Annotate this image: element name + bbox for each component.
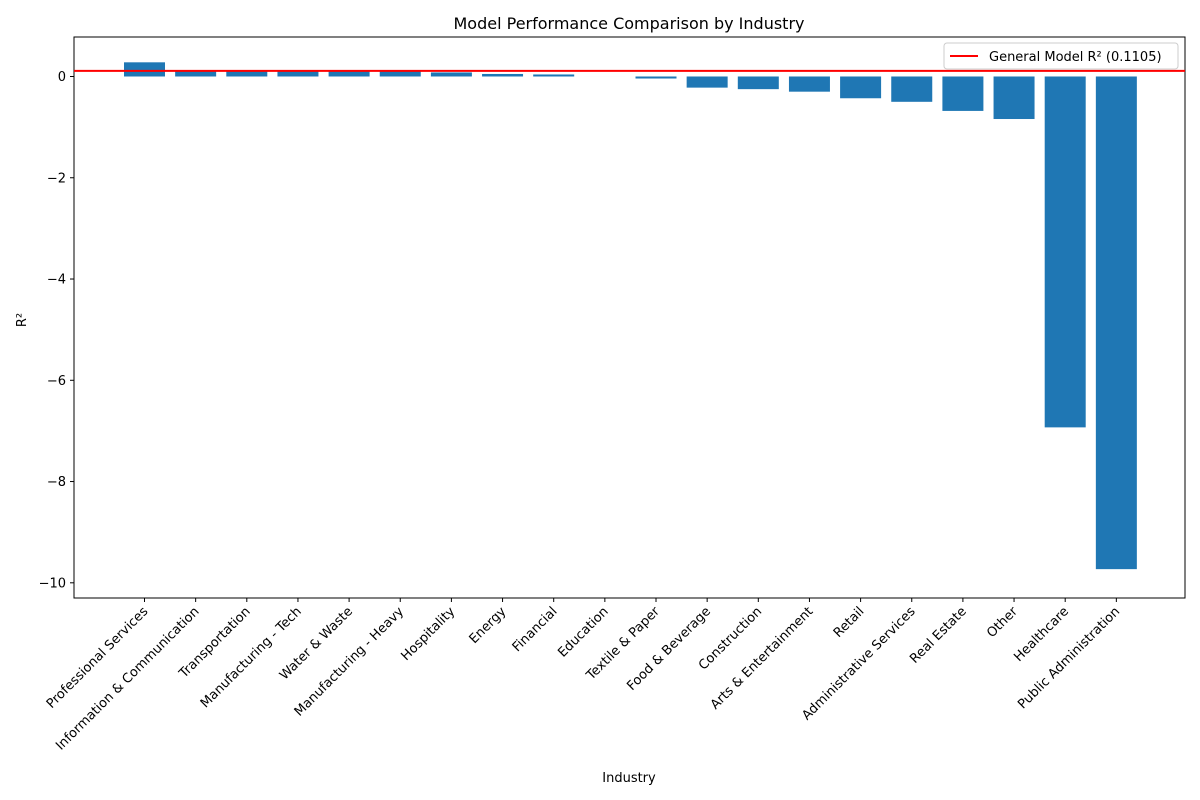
legend-label: General Model R² (0.1105) (989, 50, 1162, 65)
bar (430, 72, 472, 77)
bar (175, 70, 217, 77)
y-tick-label: 0 (58, 70, 66, 85)
bar (482, 73, 524, 77)
x-axis-label: Industry (602, 771, 656, 786)
bar (840, 76, 882, 99)
chart-title: Model Performance Comparison by Industry (453, 14, 804, 33)
bar (942, 76, 984, 111)
bar (737, 76, 779, 90)
bar (379, 70, 421, 77)
bar (891, 76, 933, 102)
bar (788, 76, 830, 92)
bars (124, 62, 1137, 570)
bar (533, 74, 575, 77)
bar (124, 62, 165, 77)
plot-frame (73, 36, 1186, 599)
bar (993, 76, 1035, 120)
bar (1044, 76, 1086, 428)
y-axis: −10 −8 −6 −4 −2 0 (39, 70, 74, 591)
legend: General Model R² (0.1105) (943, 42, 1179, 70)
y-tick-label: −2 (47, 171, 66, 186)
y-tick-label: −6 (47, 374, 66, 389)
bar (277, 70, 319, 77)
bar (328, 70, 370, 77)
y-tick-label: −4 (47, 273, 66, 288)
y-tick-label: −10 (39, 576, 66, 591)
bar (226, 70, 268, 77)
y-tick-label: −8 (47, 475, 66, 490)
bar (1095, 76, 1137, 570)
y-axis-label: R² (15, 313, 30, 327)
bar (686, 76, 728, 88)
legend-box (943, 42, 1179, 70)
bar (635, 76, 677, 79)
